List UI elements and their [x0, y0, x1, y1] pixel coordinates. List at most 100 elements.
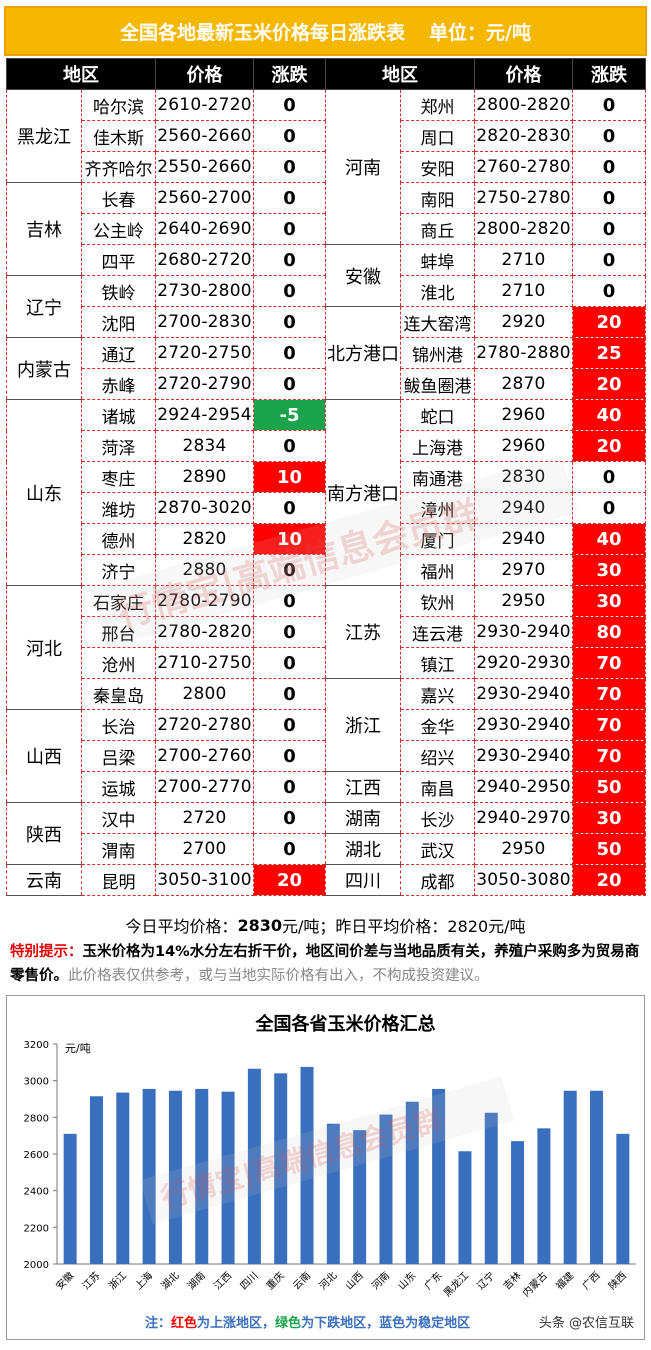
change-cell: 0 — [253, 151, 326, 183]
city-cell: 德州 — [81, 523, 156, 555]
price-cell: 2710-2750 — [155, 647, 254, 679]
x-tick-label: 河南 — [369, 1269, 392, 1292]
city-cell: 沈阳 — [81, 306, 156, 338]
city-cell: 安阳 — [400, 151, 475, 183]
today-avg-unit: 元/吨； — [282, 917, 336, 936]
region-cell: 辽宁 — [6, 275, 82, 338]
change-cell: 0 — [572, 89, 646, 121]
legend-note-part: 注： — [145, 1315, 171, 1331]
change-cell: 10 — [253, 523, 326, 555]
change-cell: 0 — [253, 585, 326, 617]
header-price-left: 价格 — [155, 58, 254, 90]
table-row: 吉林 长春 2560-2700 0 南阳 2750-2780 0 — [6, 182, 646, 276]
change-cell: 0 — [253, 554, 326, 586]
change-cell: 70 — [572, 740, 646, 772]
price-table-body: 黑龙江 哈尔滨 2610-2720 0 河南 郑州 2800-2820 0 佳木斯 2560-26… — [6, 89, 646, 896]
change-cell: 25 — [572, 337, 646, 369]
price-cell: 2700 — [155, 833, 254, 865]
yesterday-avg: 昨日平均价格：2820元/吨 — [335, 917, 526, 936]
region-cell: 四川 — [325, 864, 401, 896]
change-cell: -5 — [253, 399, 326, 431]
city-cell: 鲅鱼圈港 — [400, 368, 475, 400]
table-row: 秦皇岛 2800 0 浙江 嘉兴 2930-2940 70 — [7, 678, 646, 772]
city-cell: 沧州 — [81, 647, 156, 679]
city-cell: 南阳 — [400, 182, 475, 214]
price-cell: 2920 — [474, 306, 573, 338]
city-cell: 南昌 — [400, 771, 475, 803]
region-cell: 山东 — [6, 399, 82, 586]
table-row: 河北 石家庄 2780-2790 0 江苏 钦州 2950 30 — [6, 585, 646, 710]
bar-辽宁 — [484, 1112, 498, 1264]
y-tick-label: 2000 — [24, 1260, 49, 1271]
region-cell: 河北 — [6, 585, 82, 710]
bar-湖南 — [195, 1088, 209, 1264]
table-row: 沈阳 2700-2830 0 北方港口 连大窑湾 2920 20 — [7, 306, 646, 400]
price-cell: 2960 — [474, 399, 573, 431]
city-cell: 嘉兴 — [400, 678, 475, 710]
table-row: 齐齐哈尔 2550-2660 0 安阳 2760-2780 0 — [7, 151, 646, 183]
y-tick-label: 3200 — [24, 1040, 49, 1051]
city-cell: 佳木斯 — [81, 120, 156, 152]
change-cell: 0 — [253, 275, 326, 307]
city-cell: 通辽 — [81, 337, 156, 369]
price-cell: 2610-2720 — [155, 89, 254, 121]
price-cell: 2700-2830 — [155, 306, 254, 338]
city-cell: 南通港 — [400, 461, 475, 493]
table-row: 黑龙江 哈尔滨 2610-2720 0 河南 郑州 2800-2820 0 — [6, 89, 646, 245]
unit-label: 单位：元/吨 — [429, 21, 531, 44]
price-cell: 2970 — [474, 554, 573, 586]
city-cell: 济宁 — [81, 554, 156, 586]
table-row: 四平 2680-2720 0 安徽 蚌埠 2710 0 — [7, 244, 646, 307]
chart-panel: 全国各省玉米价格汇总 元/吨 2000 2200 2400 2600 2800 3000 320… — [6, 995, 645, 1340]
bar-黑龙江 — [458, 1151, 472, 1264]
x-tick-label: 福建 — [553, 1269, 576, 1292]
x-tick-label: 广西 — [580, 1270, 603, 1293]
table-row: 内蒙古 通辽 2720-2750 0 锦州港 2780-2880 25 — [6, 337, 646, 400]
x-tick-label: 四川 — [239, 1270, 261, 1292]
x-tick-label: 浙江 — [106, 1270, 129, 1293]
change-cell: 0 — [253, 337, 326, 369]
bar-广东 — [432, 1088, 446, 1264]
price-cell: 2550-2660 — [155, 151, 254, 183]
change-cell: 0 — [253, 430, 326, 462]
price-cell: 2680-2720 — [155, 244, 254, 276]
price-cell: 2830 — [474, 461, 573, 493]
x-tick-label: 上海 — [132, 1269, 155, 1292]
city-cell: 长沙 — [400, 802, 475, 834]
price-cell: 2834 — [155, 430, 254, 462]
average-price-line: 今日平均价格： 2830 元/吨； 昨日平均价格：2820元/吨 — [6, 910, 645, 940]
change-cell: 0 — [253, 833, 326, 865]
x-tick-label: 河北 — [317, 1270, 340, 1293]
city-cell: 福州 — [400, 554, 475, 586]
special-notice: 特别提示：玉米价格为14%水分左右折干价，地区间价差与当地品质有关，养殖户采购多… — [6, 940, 645, 990]
bar-山西 — [353, 1130, 367, 1264]
change-cell: 0 — [572, 182, 646, 214]
notice-main: 玉米价格为14%水分左右折干价，地区间价差与当地品质有关，养殖户采购多为贸易商零… — [10, 944, 640, 984]
y-axis-label: 元/吨 — [65, 1042, 91, 1055]
x-tick-label: 湖南 — [185, 1269, 208, 1292]
city-cell: 哈尔滨 — [81, 89, 156, 121]
city-cell: 枣庄 — [81, 461, 156, 493]
table-row: 山东 诸城 2924-2954 -5 南方港口 蛇口 2960 40 — [6, 399, 646, 586]
change-cell: 0 — [572, 275, 646, 307]
today-avg-label: 今日平均价格： — [125, 917, 238, 936]
change-cell: 0 — [572, 151, 646, 183]
change-cell: 20 — [572, 306, 646, 338]
x-tick-label: 辽宁 — [474, 1269, 497, 1292]
change-cell: 0 — [253, 616, 326, 648]
legend-note-part: 为下跌地区， — [301, 1315, 379, 1331]
bar-内蒙古 — [537, 1128, 551, 1264]
city-cell: 铁岭 — [81, 275, 156, 307]
table-row: 陕西 汉中 2720 0 湖南 长沙 2940-2970 30 — [6, 802, 646, 865]
price-cell: 2950 — [474, 833, 573, 865]
region-cell: 湖北 — [325, 833, 401, 865]
change-cell: 50 — [572, 833, 646, 865]
price-cell: 2640-2690 — [155, 213, 254, 245]
price-cell: 2800-2820 — [474, 213, 573, 245]
bar-云南 — [300, 1066, 314, 1264]
change-cell: 30 — [572, 802, 646, 834]
price-cell: 2940 — [474, 523, 573, 555]
price-cell: 2730-2800 — [155, 275, 254, 307]
change-cell: 30 — [572, 585, 646, 617]
